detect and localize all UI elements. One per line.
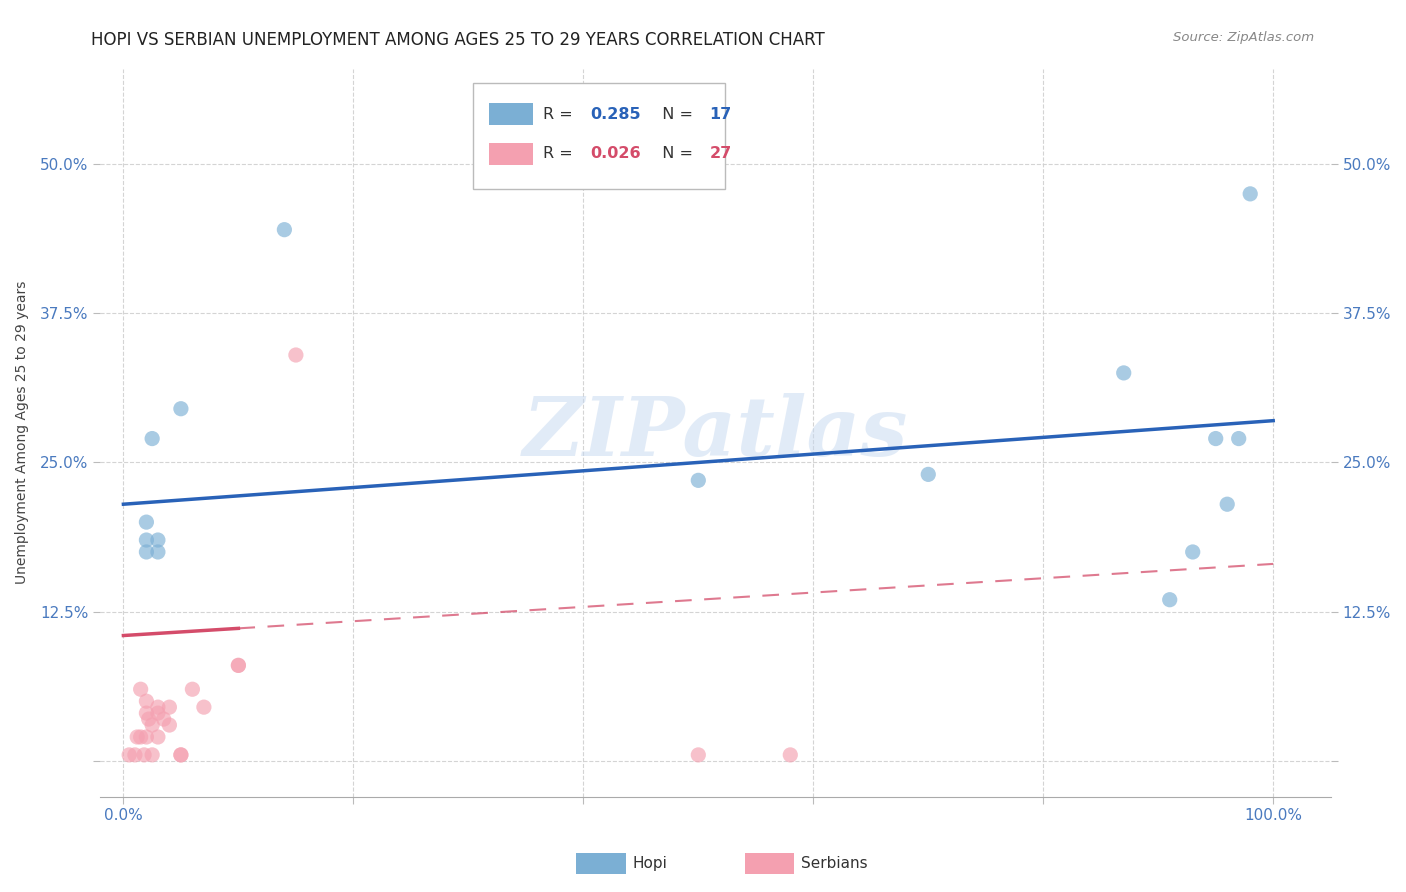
Point [141,747,163,762]
Point [146,730,169,744]
Point [228,658,250,673]
Text: HOPI VS SERBIAN UNEMPLOYMENT AMONG AGES 25 TO 29 YEARS CORRELATION CHART: HOPI VS SERBIAN UNEMPLOYMENT AMONG AGES … [91,31,825,49]
Point [135,694,157,708]
Text: ZIPatlas: ZIPatlas [523,392,908,473]
Point [1216,497,1239,511]
Text: R =: R = [543,107,578,122]
Point [1227,432,1250,446]
Point [138,712,160,726]
Point [1239,186,1261,201]
FancyBboxPatch shape [489,103,533,125]
Point [129,730,152,744]
Point [688,747,710,762]
Point [157,700,180,714]
Y-axis label: Unemployment Among Ages 25 to 29 years: Unemployment Among Ages 25 to 29 years [15,281,30,584]
Point [917,467,939,482]
Point [141,718,163,732]
Text: Serbians: Serbians [801,856,868,871]
Text: 0.285: 0.285 [591,107,641,122]
Point [170,747,193,762]
Text: N =: N = [651,107,697,122]
Text: 17: 17 [710,107,731,122]
Point [135,730,157,744]
FancyBboxPatch shape [474,83,725,189]
Point [127,730,149,744]
FancyBboxPatch shape [489,143,533,165]
Point [181,682,204,697]
Point [141,432,163,446]
Point [273,222,295,236]
Point [157,718,180,732]
Point [146,545,169,559]
Point [129,682,152,697]
Point [135,545,157,559]
Text: R =: R = [543,146,578,161]
Point [1205,432,1227,446]
Point [779,747,801,762]
Point [152,712,174,726]
Text: 0.026: 0.026 [591,146,641,161]
Text: Hopi: Hopi [633,856,668,871]
Point [118,747,141,762]
Point [1181,545,1204,559]
Point [146,706,169,720]
Point [688,474,710,488]
Point [193,700,215,714]
Point [1112,366,1135,380]
Point [135,533,157,547]
Point [170,401,193,416]
Text: Source: ZipAtlas.com: Source: ZipAtlas.com [1174,31,1315,45]
Point [132,747,155,762]
Point [124,747,146,762]
Point [284,348,307,362]
Point [1159,592,1181,607]
Point [146,533,169,547]
Text: 27: 27 [710,146,731,161]
Point [135,706,157,720]
Point [170,747,193,762]
Point [135,515,157,529]
Point [228,658,250,673]
Text: N =: N = [651,146,697,161]
Point [146,700,169,714]
